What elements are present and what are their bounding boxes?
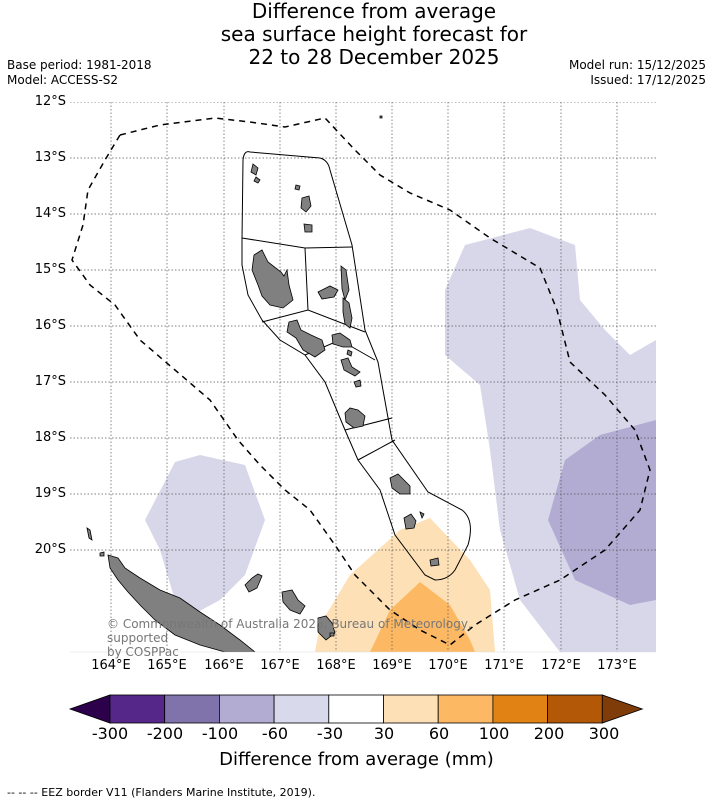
colorbar-extend-high (601, 694, 644, 724)
lat-label-16s: 16°S (34, 318, 66, 333)
lat-label-19s: 19°S (34, 486, 66, 501)
colorbar-segment (383, 694, 439, 724)
map-title: Difference from average sea surface heig… (0, 0, 713, 69)
colorbar-segment (164, 694, 220, 724)
title-line-1: Difference from average (251, 0, 497, 23)
anomaly-region-west-light (145, 455, 265, 615)
lat-label-12s: 12°S (34, 94, 66, 109)
colorbar-tick: -300 (91, 724, 129, 743)
lat-label-18s: 18°S (34, 430, 66, 445)
lat-label-13s: 13°S (34, 150, 66, 165)
colorbar-segment (328, 694, 384, 724)
colorbar-segment (437, 694, 494, 724)
lon-label-170e: 170°E (428, 658, 468, 673)
title-line-2: sea surface height forecast for (220, 22, 528, 46)
colorbar-tick: 300 (588, 724, 620, 743)
land-new-caledonia (86, 511, 425, 652)
lon-label-166e: 166°E (204, 658, 244, 673)
meta-left: Base period: 1981-2018 Model: ACCESS-S2 (7, 58, 152, 88)
colorbar-tick: -200 (146, 724, 184, 743)
title-line-3: 22 to 28 December 2025 (248, 45, 500, 69)
colorbar-tick: 60 (428, 724, 450, 743)
lon-label-172e: 172°E (541, 658, 581, 673)
land-vanuatu-islands (250, 115, 440, 567)
lon-label-164e: 164°E (91, 658, 131, 673)
model-name: Model: ACCESS-S2 (7, 73, 119, 87)
lat-label-17s: 17°S (34, 374, 66, 389)
eez-legend-note: -- -- -- EEZ border V11 (Flanders Marine… (7, 786, 316, 799)
colorbar-tick: 100 (478, 724, 510, 743)
colorbar-segment (273, 694, 330, 724)
lon-label-169e: 169°E (372, 658, 412, 673)
copyright-line-1: © Commonwealth of Australia 2025, Bureau… (107, 617, 472, 645)
copyright-notice: © Commonwealth of Australia 2025, Bureau… (107, 617, 527, 659)
model-run: Model run: 15/12/2025 (568, 58, 706, 72)
eez-border (71, 117, 651, 646)
meta-right: Model run: 15/12/2025 Issued: 17/12/2025 (569, 58, 706, 88)
colorbar-extend-low (68, 694, 111, 724)
lon-label-167e: 167°E (260, 658, 300, 673)
base-period: Base period: 1981-2018 (7, 58, 152, 72)
anomaly-region-south-positive-strong (370, 582, 475, 652)
colorbar-tick: -30 (316, 724, 344, 743)
map-plot (70, 102, 656, 653)
colorbar-tick: 200 (533, 724, 565, 743)
colorbar-segment (547, 694, 603, 724)
lon-label-173e: 173°E (597, 658, 637, 673)
colorbar-tick: -60 (261, 724, 289, 743)
lon-label-168e: 168°E (316, 658, 356, 673)
colorbar-segment (492, 694, 548, 724)
copyright-line-2: by COSPPac (107, 645, 179, 659)
province-boundaries (241, 151, 471, 581)
lat-label-15s: 15°S (34, 262, 66, 277)
lat-label-14s: 14°S (34, 206, 66, 221)
colorbar-segment (109, 694, 166, 724)
lon-label-165e: 165°E (147, 658, 187, 673)
colorbar-tick: 30 (373, 724, 395, 743)
colorbar-segment (218, 694, 275, 724)
colorbar-tick: -100 (201, 724, 239, 743)
issued-date: Issued: 17/12/2025 (590, 73, 706, 87)
lon-label-171e: 171°E (484, 658, 524, 673)
colorbar-label: Difference from average (mm) (219, 749, 494, 770)
lat-label-20s: 20°S (34, 542, 66, 557)
anomaly-region-east-medium (548, 420, 656, 605)
gridlines (70, 102, 656, 652)
colorbar (68, 694, 644, 724)
